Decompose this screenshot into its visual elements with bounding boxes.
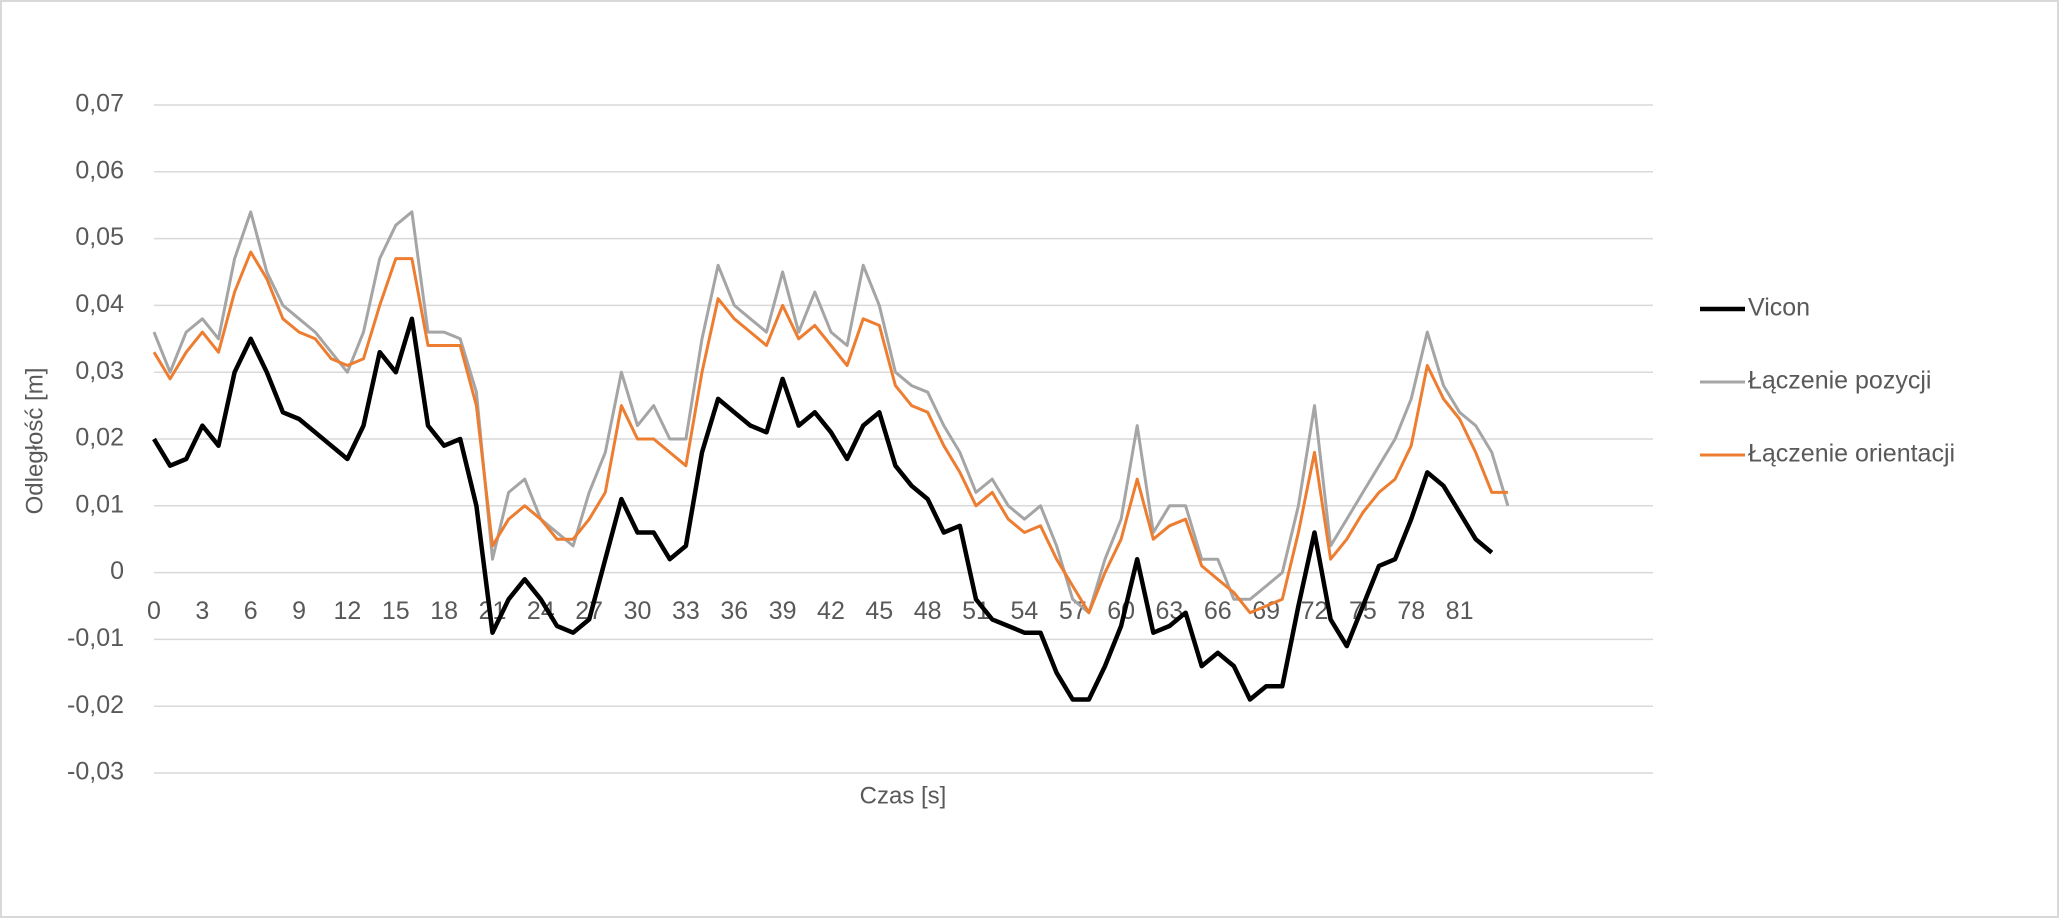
x-axis-title: Czas [s] [860,782,947,809]
series-line [152,250,1508,615]
y-axis-title: Odległość [m] [21,368,48,515]
x-tick-label: 54 [1010,597,1038,625]
x-tick-label: 39 [769,597,797,625]
legend-label: Łączenie pozycji [1748,367,1931,395]
y-tick-label: 0,06 [75,156,124,184]
x-tick-label: 72 [1301,597,1329,625]
x-tick-label: 36 [720,597,748,625]
x-tick-label: 12 [334,597,362,625]
x-tick-label: 81 [1446,597,1474,625]
x-tick-label: 45 [865,597,893,625]
series-line [152,316,1494,702]
y-tick-label: -0,03 [67,758,124,786]
x-tick-label: 78 [1397,597,1425,625]
x-tick-label: 6 [244,597,258,625]
x-tick-label: 33 [672,597,700,625]
x-tick-label: 42 [817,597,845,625]
x-tick-label: 66 [1204,597,1232,625]
y-tick-label: 0,01 [75,490,124,518]
y-tick-label: -0,01 [67,624,124,652]
x-tick-label: 3 [195,597,209,625]
legend-label: Łączenie orientacji [1748,440,1955,468]
x-tick-label: 18 [430,597,458,625]
x-tick-label: 15 [382,597,410,625]
y-tick-label: 0,03 [75,357,124,385]
y-tick-label: 0,04 [75,290,124,318]
x-tick-label: 9 [292,597,306,625]
series-line [152,210,1510,615]
x-tick-label: 0 [147,597,161,625]
y-tick-label: 0,05 [75,223,124,251]
y-tick-label: -0,02 [67,691,124,719]
y-tick-label: 0,02 [75,424,124,452]
legend-label: Vicon [1748,294,1810,322]
y-tick-label: 0,07 [75,90,124,118]
y-tick-label: 0 [110,557,124,585]
x-tick-label: 63 [1156,597,1184,625]
x-tick-label: 30 [624,597,652,625]
x-tick-label: 48 [914,597,942,625]
